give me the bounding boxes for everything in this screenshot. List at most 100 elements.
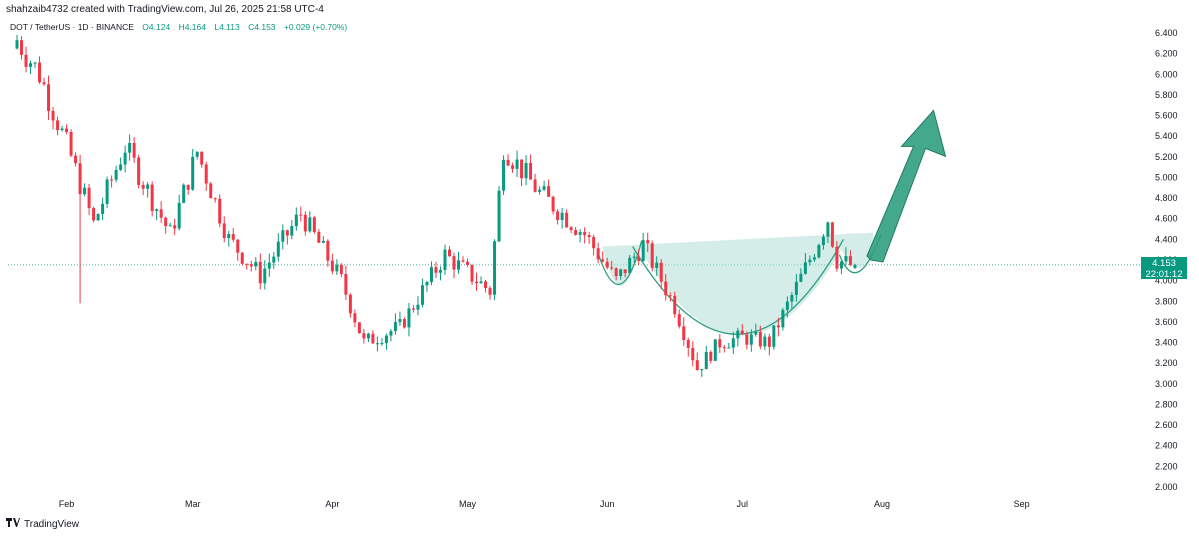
candle-body [141, 184, 145, 189]
candle-body [276, 241, 280, 257]
candle-body [335, 264, 339, 272]
candle-body [294, 214, 298, 227]
candle-body [398, 319, 402, 323]
candle-body [348, 294, 352, 314]
y-tick-label: 3.800 [1155, 296, 1178, 306]
candle-body [83, 187, 87, 195]
candle-body [123, 152, 127, 165]
candle-body [416, 304, 420, 310]
candle-body [560, 212, 564, 220]
y-tick-label: 6.200 [1155, 49, 1178, 59]
y-tick-label: 3.200 [1155, 358, 1178, 368]
close-value: C4.153 [248, 22, 276, 32]
candle-body [56, 120, 60, 131]
candle-body [24, 54, 28, 67]
candle-body [767, 336, 771, 347]
candle-body [713, 339, 717, 361]
tradingview-logo-text: TradingView [24, 518, 80, 530]
y-tick-label: 6.400 [1155, 28, 1178, 38]
candle-body [718, 339, 722, 348]
low-value: L4.113 [214, 22, 240, 32]
up-arrow-shape [866, 109, 947, 263]
y-tick-label: 5.600 [1155, 111, 1178, 121]
candle-body [384, 335, 388, 344]
candle-body [375, 343, 379, 345]
cup-and-handle-pattern [598, 232, 882, 336]
candle-body [515, 159, 519, 169]
candle-body [164, 217, 168, 227]
candle-body [393, 322, 397, 332]
candle-body [835, 246, 839, 269]
candle-body [830, 222, 834, 247]
candle-body [511, 165, 515, 169]
candle-body [402, 319, 406, 328]
y-tick-label: 2.400 [1155, 441, 1178, 451]
candle-body [281, 230, 285, 242]
candle-body [299, 214, 303, 216]
x-tick-label: May [459, 499, 477, 509]
candle-body [20, 40, 24, 55]
candle-body [722, 347, 726, 349]
candle-body [240, 252, 244, 264]
candle-body [763, 336, 767, 347]
candle-body [92, 208, 96, 221]
y-tick-label: 4.800 [1155, 193, 1178, 203]
candle-body [60, 128, 64, 131]
symbol-header: DOT / TetherUS · 1D · BINANCE O4.124 H4.… [10, 22, 353, 32]
tradingview-icon [6, 518, 20, 530]
candle-body [601, 259, 605, 262]
candle-body [853, 264, 857, 268]
candle-body [839, 261, 843, 269]
candle-body [673, 295, 677, 315]
candle-body [610, 267, 614, 269]
chart-caption: shahzaib4732 created with TradingView.co… [6, 4, 324, 15]
candle-body [137, 157, 141, 185]
candle-body [186, 184, 190, 190]
candle-body [781, 309, 785, 328]
current-price-tag: 4.153 22:01:12 [1141, 257, 1187, 280]
candle-body [659, 262, 663, 282]
candle-body [691, 347, 695, 361]
candle-body [677, 314, 681, 327]
candle-body [731, 338, 735, 348]
candle-body [700, 369, 704, 371]
candle-body [650, 243, 654, 268]
candle-body [704, 351, 708, 370]
candle-body [146, 184, 150, 189]
candle-body [502, 159, 506, 191]
countdown-timer: 22:01:12 [1145, 269, 1183, 280]
change-value: +0.029 (+0.70%) [283, 22, 348, 32]
candle-body [33, 62, 37, 64]
candle-body [434, 267, 438, 273]
candle-body [740, 330, 744, 335]
x-tick-label: Apr [325, 499, 339, 509]
symbol-name[interactable]: DOT / TetherUS · 1D · BINANCE [10, 22, 134, 32]
candle-body [380, 343, 384, 345]
y-tick-label: 5.200 [1155, 152, 1178, 162]
candle-body [596, 248, 600, 260]
candle-body [128, 142, 132, 153]
candle-body [632, 256, 636, 258]
candle-body [371, 333, 375, 344]
candle-body [195, 151, 199, 157]
tradingview-logo[interactable]: TradingView [6, 518, 79, 530]
y-tick-label: 2.000 [1155, 482, 1178, 492]
candle-body [267, 262, 271, 269]
candle-body [317, 231, 321, 243]
candle-body [326, 240, 330, 261]
candle-body [429, 267, 433, 283]
candle-body [447, 249, 451, 257]
candle-body [727, 347, 731, 349]
candle-body [69, 132, 73, 156]
candle-body [556, 211, 560, 220]
candle-body [803, 262, 807, 274]
candle-body [686, 339, 690, 348]
candle-body [646, 240, 650, 244]
candle-body [542, 186, 546, 190]
candle-body [470, 264, 474, 282]
candle-body [78, 163, 82, 195]
candle-body [497, 190, 501, 242]
y-tick-label: 2.200 [1155, 461, 1178, 471]
candle-body [110, 179, 114, 181]
